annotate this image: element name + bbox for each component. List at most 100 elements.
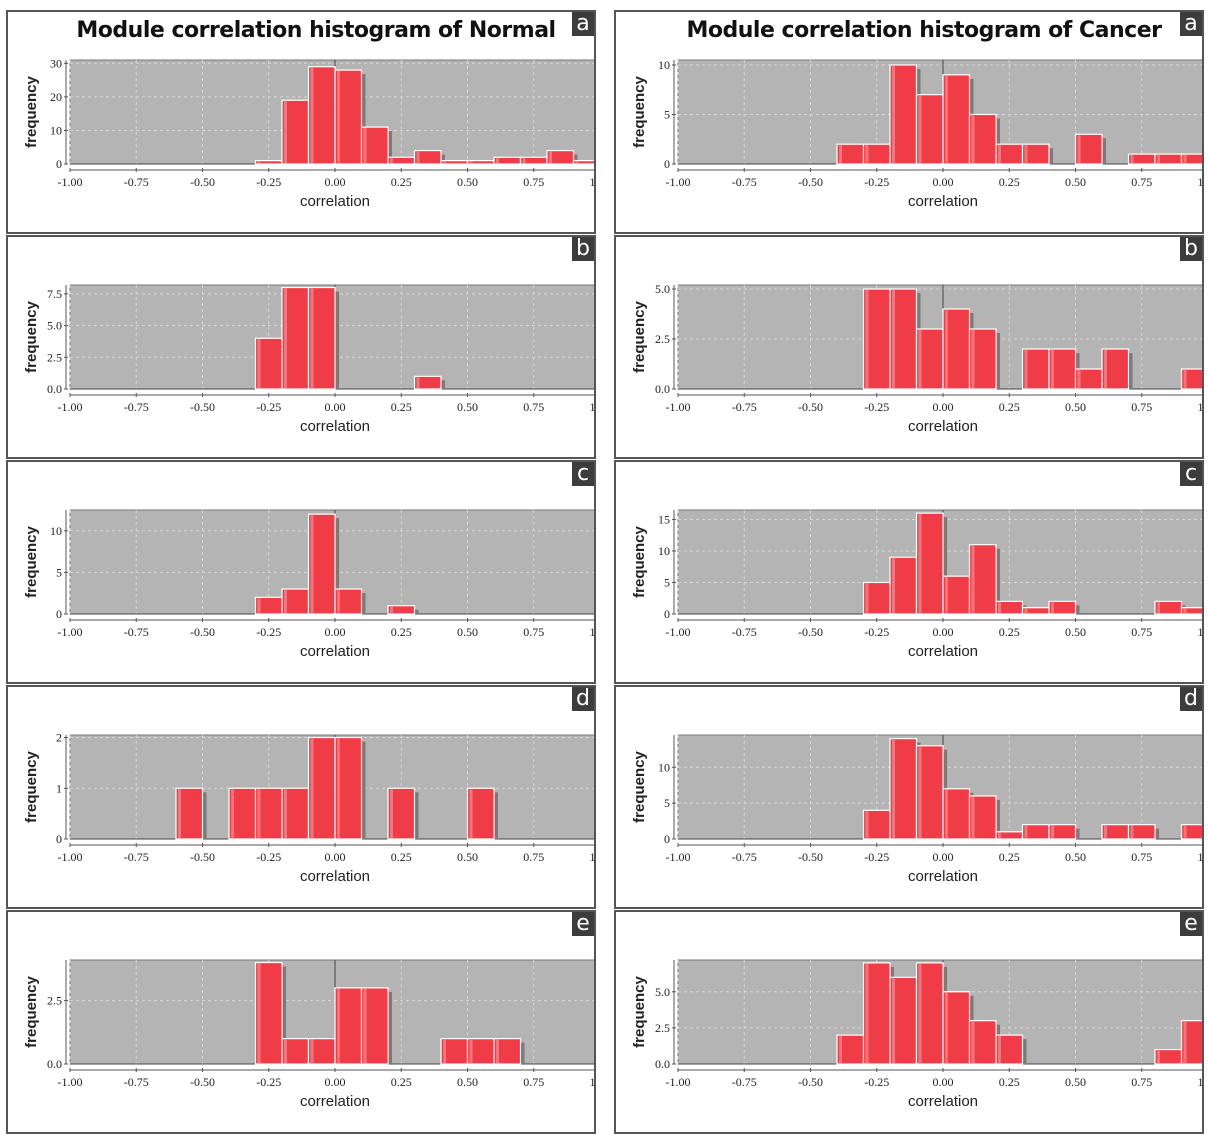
bar-highlight bbox=[390, 158, 393, 163]
y-tick-label: 0 bbox=[664, 157, 670, 171]
x-tick-label: -0.50 bbox=[190, 400, 215, 414]
x-tick-label: -0.75 bbox=[124, 400, 149, 414]
x-tick-label: 0.00 bbox=[933, 1075, 954, 1089]
bar-highlight bbox=[1183, 1021, 1187, 1063]
y-tick-label: 30 bbox=[50, 56, 62, 70]
x-tick-label: -0.75 bbox=[732, 850, 757, 864]
x-tick-label: 0.25 bbox=[391, 625, 412, 639]
x-tick-label: 0.00 bbox=[325, 400, 346, 414]
panel-cancer-c: c -1.00 -0.75 -0.50 -0.25 0.00 0.25 0.50 0.75 1.… bbox=[614, 460, 1204, 684]
bar-highlight bbox=[416, 151, 420, 163]
x-tick-label: 1.00 bbox=[1198, 625, 1203, 639]
bar-highlight bbox=[1077, 370, 1081, 388]
panel-normal-d: d -1.00 -0.75 -0.50 -0.25 0.00 0.25 0.50 0.75 1.… bbox=[6, 685, 596, 909]
histogram-bar bbox=[1021, 143, 1050, 165]
bar-highlight bbox=[998, 145, 1001, 163]
x-tick-label: 1.00 bbox=[590, 625, 595, 639]
x-tick-label: 0.25 bbox=[391, 400, 412, 414]
x-tick-label: -0.25 bbox=[864, 400, 889, 414]
x-tick-label: -0.25 bbox=[256, 400, 281, 414]
y-tick-label: 0.0 bbox=[655, 1057, 670, 1071]
y-axis-title: frequency bbox=[631, 751, 648, 823]
y-axis-title: frequency bbox=[23, 301, 40, 373]
bar-highlight bbox=[337, 988, 340, 1063]
x-tick-label: 0.00 bbox=[325, 1075, 346, 1089]
x-tick-label: 0.75 bbox=[523, 400, 544, 414]
x-axis-title: correlation bbox=[300, 643, 370, 660]
histogram-bar bbox=[413, 149, 442, 165]
x-axis-title: correlation bbox=[300, 1093, 370, 1110]
x-tick-label: -0.75 bbox=[732, 400, 757, 414]
bar-highlight bbox=[284, 1039, 287, 1063]
x-tick-label: 1.00 bbox=[1198, 400, 1203, 414]
panel-cancer-d: d -1.00 -0.75 -0.50 -0.25 0.00 0.25 0.50 0.75 1.… bbox=[614, 685, 1204, 909]
x-tick-label: 0.25 bbox=[999, 1075, 1020, 1089]
x-tick-label: -1.00 bbox=[666, 850, 691, 864]
panel-letter: e bbox=[572, 912, 594, 936]
bar-highlight bbox=[257, 161, 261, 163]
x-tick-label: -0.75 bbox=[124, 175, 149, 189]
x-tick-label: 1.00 bbox=[590, 175, 595, 189]
x-axis-title: correlation bbox=[908, 1093, 978, 1110]
x-tick-label: -0.75 bbox=[124, 1075, 149, 1089]
bar-highlight bbox=[971, 330, 975, 388]
y-tick-label: 5 bbox=[664, 575, 670, 589]
x-tick-label: -1.00 bbox=[666, 625, 691, 639]
bar-highlight bbox=[998, 1036, 1001, 1063]
bar-highlight bbox=[971, 115, 975, 163]
x-axis-title: correlation bbox=[908, 193, 978, 210]
panel-letter: b bbox=[572, 237, 594, 261]
x-tick-label: 0.25 bbox=[999, 400, 1020, 414]
x-tick-label: 1.00 bbox=[590, 400, 595, 414]
bar-highlight bbox=[469, 789, 473, 838]
x-tick-label: 1.00 bbox=[590, 1075, 595, 1089]
y-tick-label: 5.0 bbox=[655, 985, 670, 999]
bar-highlight bbox=[257, 339, 261, 388]
bar-highlight bbox=[1104, 350, 1107, 388]
bar-highlight bbox=[231, 789, 234, 838]
bar-highlight bbox=[310, 67, 314, 163]
y-axis-title: frequency bbox=[631, 526, 648, 598]
x-tick-label: -1.00 bbox=[666, 1075, 691, 1089]
x-axis-title: correlation bbox=[300, 868, 370, 885]
x-axis-title: correlation bbox=[908, 868, 978, 885]
cancer-column: Module correlation histogram of Cancer a… bbox=[614, 10, 1204, 1135]
bar-highlight bbox=[892, 290, 895, 388]
y-tick-label: 5.0 bbox=[655, 282, 670, 296]
panel-letter: e bbox=[1180, 912, 1202, 936]
panel-letter: b bbox=[1180, 237, 1202, 261]
x-tick-label: 0.00 bbox=[325, 850, 346, 864]
y-tick-label: 0.0 bbox=[47, 382, 62, 396]
bar-highlight bbox=[310, 1039, 314, 1063]
bar-highlight bbox=[1104, 825, 1107, 838]
bar-highlight bbox=[1051, 825, 1054, 838]
histogram-bar bbox=[1048, 824, 1077, 840]
x-tick-label: -0.25 bbox=[256, 625, 281, 639]
y-tick-label: 2.5 bbox=[47, 994, 62, 1008]
bar-highlight bbox=[945, 75, 948, 163]
histogram-bar bbox=[572, 160, 594, 165]
x-tick-label: -0.75 bbox=[124, 625, 149, 639]
bar-highlight bbox=[918, 95, 922, 163]
y-tick-label: 10 bbox=[658, 760, 670, 774]
x-tick-label: 0.50 bbox=[1065, 850, 1086, 864]
y-tick-label: 10 bbox=[658, 544, 670, 558]
y-tick-label: 0 bbox=[664, 607, 670, 621]
histogram-normal-a: -1.00 -0.75 -0.50 -0.25 0.00 0.25 0.50 0.75 1.00… bbox=[23, 56, 595, 210]
x-tick-label: -0.75 bbox=[124, 850, 149, 864]
y-tick-label: 2 bbox=[56, 731, 62, 745]
x-tick-label: -0.75 bbox=[732, 175, 757, 189]
bar-highlight bbox=[337, 590, 340, 613]
x-axis-title: correlation bbox=[300, 193, 370, 210]
normal-column: Module correlation histogram of Normal a… bbox=[6, 10, 596, 1135]
x-tick-label: -0.75 bbox=[732, 1075, 757, 1089]
bar-highlight bbox=[310, 738, 314, 838]
y-axis-title: frequency bbox=[23, 526, 40, 598]
bar-highlight bbox=[1077, 135, 1081, 163]
x-tick-label: -0.25 bbox=[864, 625, 889, 639]
bar-highlight bbox=[310, 288, 314, 388]
y-tick-label: 0.0 bbox=[655, 382, 670, 396]
panel-cancer-a: Module correlation histogram of Cancer a… bbox=[614, 10, 1204, 234]
bar-highlight bbox=[892, 739, 895, 838]
bar-highlight bbox=[998, 832, 1001, 838]
